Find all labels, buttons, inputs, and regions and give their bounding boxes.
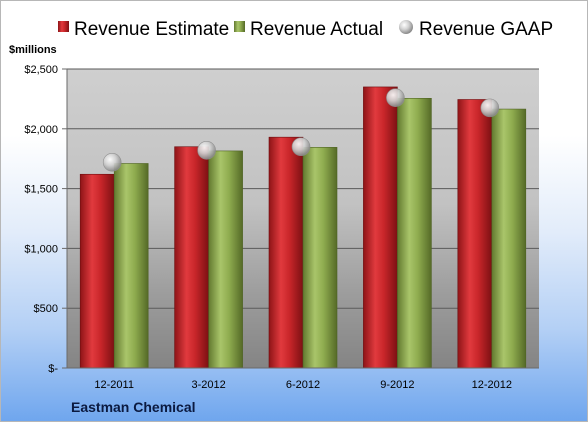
bars — [79, 86, 527, 369]
legend-swatch-estimate — [58, 21, 69, 32]
y-tick-label: $2,500 — [24, 64, 58, 76]
y-tick-label: $500 — [34, 303, 58, 315]
x-axis-ticks: 12-2011 3-2012 6-2012 9-2012 12-2012 — [67, 367, 539, 391]
y-axis-unit-label: $millions — [9, 44, 57, 56]
marker-revenue-gaap — [197, 141, 216, 160]
marker-revenue-gaap — [480, 98, 500, 118]
legend-label-actual: Revenue Actual — [250, 19, 383, 40]
y-tick-label: $2,000 — [24, 124, 58, 136]
bar-revenue-actual — [113, 163, 149, 369]
y-tick-label: $- — [48, 363, 58, 375]
marker-revenue-gaap — [386, 88, 405, 108]
bar-revenue-actual — [208, 150, 243, 369]
legend-label-estimate: Revenue Estimate — [74, 19, 229, 40]
legend-item-revenue-estimate: Revenue Estimate — [58, 19, 229, 40]
bar-revenue-actual — [302, 147, 338, 369]
y-tick-label: $1,000 — [24, 243, 58, 255]
y-axis-ticks: $- $500 $1,000 $1,500 $2,000 $2,500 — [24, 64, 68, 375]
marker-revenue-gaap — [102, 152, 122, 172]
legend-label-gaap: Revenue GAAP — [419, 19, 553, 40]
y-tick-label: $1,500 — [24, 184, 58, 196]
legend-swatch-actual — [234, 21, 245, 32]
company-name: Eastman Chemical — [71, 399, 196, 415]
marker-revenue-gaap — [291, 137, 311, 157]
legend-item-revenue-gaap: Revenue GAAP — [399, 19, 553, 40]
x-tick-label: 9-2012 — [380, 379, 414, 391]
legend-item-revenue-actual: Revenue Actual — [234, 19, 383, 40]
bar-revenue-actual — [491, 108, 527, 369]
bar-revenue-estimate — [79, 173, 115, 369]
bar-revenue-estimate — [363, 86, 398, 369]
bar-revenue-estimate — [268, 136, 304, 369]
bar-revenue-estimate — [174, 146, 209, 369]
x-tick-label: 12-2012 — [472, 379, 512, 391]
x-tick-label: 3-2012 — [191, 379, 225, 391]
bar-revenue-actual — [397, 98, 432, 369]
x-tick-label: 6-2012 — [286, 379, 320, 391]
legend-swatch-gaap — [399, 20, 413, 34]
x-tick-label: 12-2011 — [94, 379, 134, 391]
bar-revenue-estimate — [457, 99, 493, 369]
legend: Revenue Estimate Revenue Actual Revenue … — [58, 19, 553, 40]
